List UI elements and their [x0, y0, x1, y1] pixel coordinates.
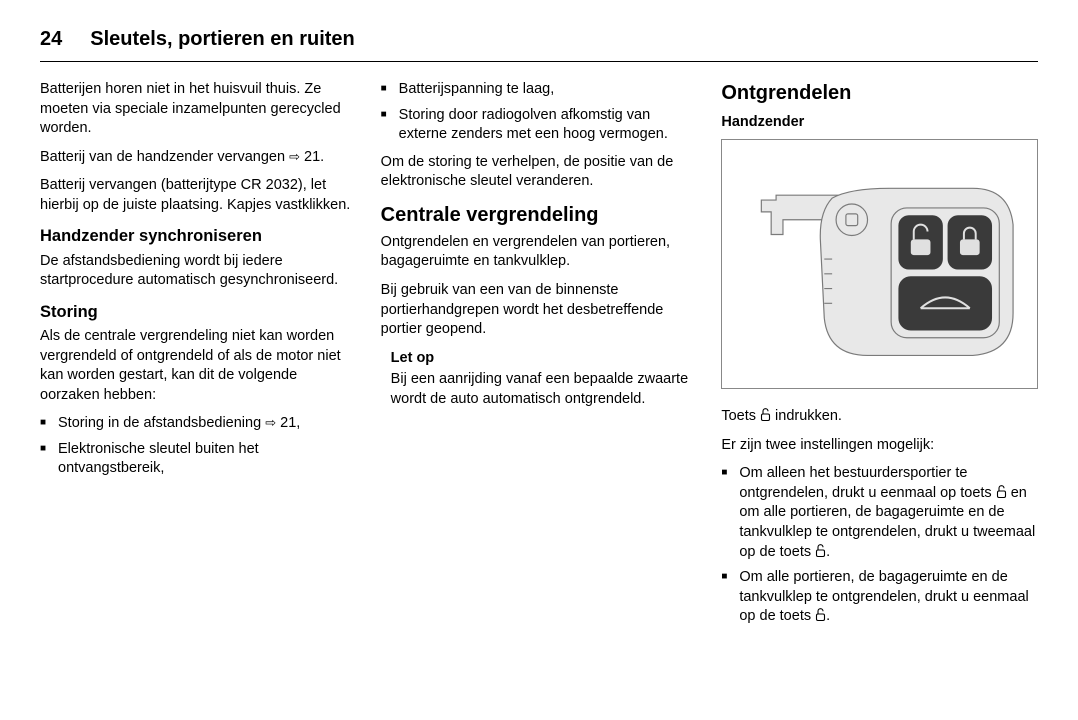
list-item: Om alle portieren, de bagageruimte en de…: [721, 568, 1038, 627]
notice-title: Let op: [391, 349, 698, 369]
text-fragment: Om alleen het bestuurdersportier te ontg…: [739, 465, 995, 501]
paragraph: Toets indrukken.: [721, 407, 1038, 427]
reference-number: 21: [304, 149, 320, 165]
text-fragment: indrukken.: [771, 408, 842, 424]
column-2: Batterijspanning te laag, Storing door r…: [381, 80, 698, 635]
reference-number: 21: [280, 415, 296, 431]
content-columns: Batterijen horen niet in het huisvuil th…: [40, 80, 1038, 635]
list-item: Om alleen het bestuurdersportier te ontg…: [721, 464, 1038, 562]
list-item: Storing in de afstandsbediening ⇨ 21,: [40, 414, 357, 434]
notice-body: Bij een aanrijding vanaf een be­paalde z…: [391, 370, 698, 409]
reference-arrow-icon: ⇨: [289, 148, 300, 166]
page-title: Sleutels, portieren en ruiten: [90, 28, 355, 51]
paragraph: Batterij vervangen (batterijtype CR 2032…: [40, 176, 357, 215]
heading-ontgrendelen: Ontgrendelen: [721, 80, 1038, 107]
paragraph: Er zijn twee instellingen mogelijk:: [721, 436, 1038, 456]
text-fragment: Om alle portieren, de bagageruimte en de…: [739, 569, 1028, 624]
paragraph: De afstandsbediening wordt bij iedere st…: [40, 252, 357, 291]
text-fragment: Toets: [721, 408, 760, 424]
remote-key-illustration: [721, 139, 1038, 389]
text-fragment: .: [320, 149, 324, 165]
text-fragment: Batterij van de handzender vervan­gen: [40, 149, 289, 165]
text-fragment: Storing in de afstandsbediening: [58, 415, 265, 431]
list-item: Batterijspanning te laag,: [381, 80, 698, 100]
unlock-key-icon: [760, 408, 771, 422]
list-item: Elektronische sleutel buiten het ontvang…: [40, 440, 357, 479]
reference-arrow-icon: ⇨: [265, 414, 276, 432]
paragraph: Als de centrale vergrendeling niet kan w…: [40, 327, 357, 405]
page-header: 24 Sleutels, portieren en ruiten: [40, 28, 1038, 62]
paragraph: Om de storing te verhelpen, de positie v…: [381, 153, 698, 192]
list-item: Storing door radiogolven afkomstig van e…: [381, 106, 698, 145]
paragraph: Ontgrendelen en vergrendelen van portier…: [381, 233, 698, 272]
notice-block: Let op Bij een aanrijding vanaf een be­p…: [381, 349, 698, 410]
page-number: 24: [40, 28, 62, 51]
text-fragment: .: [826, 544, 830, 560]
unlock-key-icon: [815, 544, 826, 558]
paragraph: Batterij van de handzender vervan­gen ⇨ …: [40, 148, 357, 168]
text-fragment: .: [826, 608, 830, 624]
column-3: Ontgrendelen Handzender: [721, 80, 1038, 635]
unlock-key-icon: [815, 608, 826, 622]
paragraph: Batterijen horen niet in het huisvuil th…: [40, 80, 357, 139]
paragraph: Bij gebruik van een van de binnenste por…: [381, 281, 698, 340]
bullet-list: Batterijspanning te laag, Storing door r…: [381, 80, 698, 145]
bullet-list: Om alleen het bestuurdersportier te ontg…: [721, 464, 1038, 627]
column-1: Batterijen horen niet in het huisvuil th…: [40, 80, 357, 635]
unlock-key-icon: [996, 485, 1007, 499]
text-fragment: ,: [296, 415, 300, 431]
heading-handzender: Handzender: [721, 113, 1038, 133]
heading-centrale-vergrendeling: Centrale vergrendeling: [381, 202, 698, 229]
heading-handzender-sync: Handzender synchroniseren: [40, 225, 357, 247]
heading-storing: Storing: [40, 301, 357, 323]
bullet-list: Storing in de afstandsbediening ⇨ 21, El…: [40, 414, 357, 479]
